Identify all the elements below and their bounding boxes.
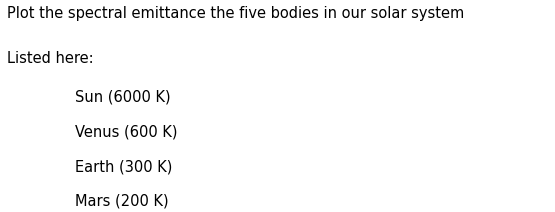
Text: Venus (600 K): Venus (600 K)	[75, 124, 178, 139]
Text: Sun (6000 K): Sun (6000 K)	[75, 89, 170, 104]
Text: Earth (300 K): Earth (300 K)	[75, 159, 172, 174]
Text: Mars (200 K): Mars (200 K)	[75, 194, 169, 209]
Text: Listed here:: Listed here:	[7, 51, 93, 66]
Text: Plot the spectral emittance the five bodies in our solar system: Plot the spectral emittance the five bod…	[7, 6, 464, 21]
